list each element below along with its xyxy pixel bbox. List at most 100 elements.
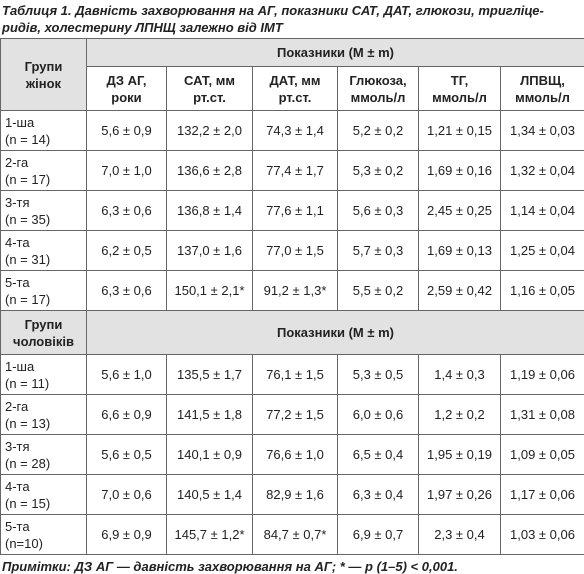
value-cell: 1,97 ± 0,26 (418, 474, 501, 515)
data-row: 1-ша (n = 14) 5,6 ± 0,9 132,2 ± 2,0 74,3 ± 1… (0, 110, 584, 151)
value-cell: 1,2 ± 0,2 (418, 394, 501, 435)
indicators-header: Показники (M ± m) (86, 310, 584, 355)
group-cell: 2-га (n = 13) (0, 394, 87, 435)
cell-line: (n = 11) (5, 375, 50, 391)
value-cell: 84,7 ± 0,7* (252, 514, 338, 555)
value-cell: 132,2 ± 2,0 (166, 110, 253, 151)
cell-line: (n = 35) (5, 211, 51, 227)
caption: Таблиця 1. Давність захворювання на АГ, … (0, 0, 584, 38)
data-row: 3-тя (n = 35) 6,3 ± 0,6 136,8 ± 1,4 77,6 ± 1… (0, 190, 584, 231)
value-cell: 1,31 ± 0,08 (500, 394, 584, 435)
group-cell: 3-тя (n = 35) (0, 190, 87, 231)
group-cell: 2-га (n = 17) (0, 150, 87, 191)
cell-line: 4-та (5, 234, 30, 250)
value-cell: 136,8 ± 1,4 (166, 190, 253, 231)
value-cell: 1,34 ± 0,03 (500, 110, 584, 151)
column-header: Глюкоза, ммоль/л (337, 66, 419, 111)
cell-line: чоловіків (13, 333, 74, 349)
group-header: Групи жінок (0, 38, 87, 111)
header-row: Групи чоловіків Показники (M ± m) (0, 310, 584, 355)
cell-line: ЛПВЩ, (520, 72, 565, 88)
column-header: ЛПВЩ, ммоль/л (500, 66, 584, 111)
value-cell: 7,0 ± 0,6 (86, 474, 167, 515)
cell-line: Групи (24, 316, 63, 332)
value-cell: 1,95 ± 0,19 (418, 434, 501, 475)
cell-line: жінок (25, 75, 62, 91)
caption-text: ридів, холестерину ЛПНЩ залежно від ІМТ (2, 20, 283, 35)
value-cell: 5,6 ± 0,3 (337, 190, 419, 231)
cell-line: (n = 17) (5, 291, 51, 307)
column-header: ТГ, ммоль/л (418, 66, 501, 111)
value-cell: 7,0 ± 1,0 (86, 150, 167, 191)
indicators-header: Показники (M ± m) (86, 38, 584, 67)
cell-line: Групи (24, 58, 63, 74)
value-cell: 2,59 ± 0,42 (418, 270, 501, 311)
value-cell: 150,1 ± 2,1* (166, 270, 253, 311)
cell-line: ДЗ АГ, (106, 72, 147, 88)
cell-line: 4-та (5, 478, 30, 494)
cell-line: САТ, мм (184, 72, 235, 88)
cell-line: (n = 31) (5, 251, 51, 267)
group-cell: 4-та (n = 31) (0, 230, 87, 271)
cell-line: рт.ст. (278, 89, 312, 105)
value-cell: 6,2 ± 0,5 (86, 230, 167, 271)
data-row: 4-та (n = 15) 7,0 ± 0,6 140,5 ± 1,4 82,9 ± 1… (0, 474, 584, 515)
value-cell: 6,6 ± 0,9 (86, 394, 167, 435)
group-cell: 4-та (n = 15) (0, 474, 87, 515)
value-cell: 6,3 ± 0,6 (86, 190, 167, 231)
value-cell: 1,09 ± 0,05 (500, 434, 584, 475)
value-cell: 6,3 ± 0,6 (86, 270, 167, 311)
footnote: Примітки: ДЗ АГ — давність захворювання … (2, 559, 458, 574)
value-cell: 77,0 ± 1,5 (252, 230, 338, 271)
value-cell: 76,6 ± 1,0 (252, 434, 338, 475)
value-cell: 2,3 ± 0,4 (418, 514, 501, 555)
value-cell: 77,6 ± 1,1 (252, 190, 338, 231)
cell-line: ДАТ, мм (269, 72, 321, 88)
group-cell: 5-та (n = 17) (0, 270, 87, 311)
value-cell: 145,7 ± 1,2* (166, 514, 253, 555)
data-row: 5-та (n=10) 6,9 ± 0,9 145,7 ± 1,2* 84,7 ± 0,… (0, 514, 584, 555)
group-header: Групи чоловіків (0, 310, 87, 355)
value-cell: 5,6 ± 0,5 (86, 434, 167, 475)
value-cell: 5,6 ± 1,0 (86, 354, 167, 395)
value-cell: 6,0 ± 0,6 (337, 394, 419, 435)
value-cell: 1,69 ± 0,16 (418, 150, 501, 191)
value-cell: 1,03 ± 0,06 (500, 514, 584, 555)
value-cell: 5,5 ± 0,2 (337, 270, 419, 311)
value-cell: 5,7 ± 0,3 (337, 230, 419, 271)
cell-line: 5-та (5, 274, 30, 290)
value-cell: 6,5 ± 0,4 (337, 434, 419, 475)
value-cell: 2,45 ± 0,25 (418, 190, 501, 231)
column-header: ДЗ АГ, роки (86, 66, 167, 111)
value-cell: 140,5 ± 1,4 (166, 474, 253, 515)
value-cell: 1,17 ± 0,06 (500, 474, 584, 515)
value-cell: 1,25 ± 0,04 (500, 230, 584, 271)
value-cell: 6,9 ± 0,9 (86, 514, 167, 555)
column-header: ДАТ, мм рт.ст. (252, 66, 338, 111)
data-row: 2-га (n = 17) 7,0 ± 1,0 136,6 ± 2,8 77,4 ± 1… (0, 150, 584, 191)
group-cell: 3-тя (n = 28) (0, 434, 87, 475)
table: Групи жінок Показники (M ± m) ДЗ АГ, роки САТ… (0, 38, 584, 555)
cell-line: 1-ша (5, 358, 35, 374)
data-row: 2-га (n = 13) 6,6 ± 0,9 141,5 ± 1,8 77,2 ± 1… (0, 394, 584, 435)
cell-line: (n = 13) (5, 415, 51, 431)
caption-line: Таблиця 1. Давність захворювання на АГ, … (2, 2, 584, 19)
caption-line: ридів, холестерину ЛПНЩ залежно від ІМТ (2, 19, 584, 36)
value-cell: 77,4 ± 1,7 (252, 150, 338, 191)
cell-line: (n = 15) (5, 495, 51, 511)
value-cell: 5,3 ± 0,2 (337, 150, 419, 191)
group-cell: 5-та (n=10) (0, 514, 87, 555)
value-cell: 140,1 ± 0,9 (166, 434, 253, 475)
value-cell: 1,19 ± 0,06 (500, 354, 584, 395)
value-cell: 1,32 ± 0,04 (500, 150, 584, 191)
cell-line: 3-тя (5, 194, 30, 210)
group-cell: 1-ша (n = 14) (0, 110, 87, 151)
cell-line: ммоль/л (432, 89, 487, 105)
value-cell: 135,5 ± 1,7 (166, 354, 253, 395)
cell-line: ммоль/л (515, 89, 570, 105)
cell-line: (n=10) (5, 535, 43, 551)
value-cell: 137,0 ± 1,6 (166, 230, 253, 271)
value-cell: 6,9 ± 0,7 (337, 514, 419, 555)
value-cell: 74,3 ± 1,4 (252, 110, 338, 151)
